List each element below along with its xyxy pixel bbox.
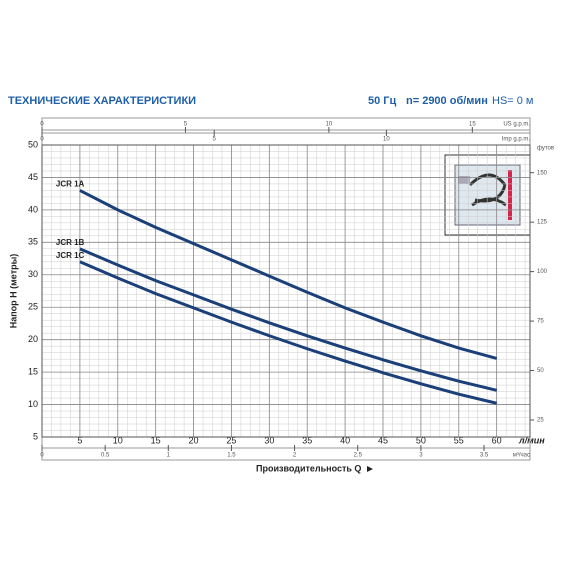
y-tick-label: 30 [28,269,38,279]
arrow [367,466,373,472]
tick-label: 10 [383,137,390,143]
y-tick-label: 5 [33,431,38,441]
tick-label: 3 [419,453,423,459]
x-tick-label: 45 [378,435,388,445]
x-tick-label: 15 [151,435,161,445]
x-tick-label: 25 [226,435,236,445]
condition: 50 Гц [368,95,397,107]
y-tick-label: 25 [28,302,38,312]
y-tick-label: 45 [28,172,38,182]
x-axis-title: Производительность Q [256,463,361,473]
y2-tick-label: 75 [537,319,544,325]
tick-label: 0.5 [101,453,110,459]
x-tick-label: 30 [264,435,274,445]
x-tick-label: 55 [454,435,464,445]
y-tick-label: 40 [28,204,38,214]
tick-label: 0 [40,122,44,128]
tick-label: 2 [293,453,297,459]
series-label: JCR 1C [56,251,85,260]
x-tick-label: 50 [416,435,426,445]
x-tick-label: 10 [113,435,123,445]
x-tick-label: 40 [340,435,350,445]
chart-title: ТЕХНИЧЕСКИЕ ХАРАКТЕРИСТИКИ [8,95,196,107]
x-tick-label: 60 [492,435,502,445]
tick-label: 3.5 [480,453,489,459]
tick-label: 5 [184,122,188,128]
tick-label: 1 [167,453,171,459]
y2-tick-label: 150 [537,170,548,176]
y-axis-title: Напор H (метры) [8,254,18,329]
y2-tick-label: 125 [537,220,548,226]
series-label: JCR 1A [56,180,85,189]
y2-tick-label: 50 [537,368,544,374]
x-tick-label: 35 [302,435,312,445]
axis-label: US g.p.m. [503,122,530,128]
tick-label: 0 [40,137,44,143]
axis-label: Imp g.p.m. [502,137,531,143]
condition: HS= 0 м [492,95,534,107]
x-tick-label: 20 [189,435,199,445]
y-tick-label: 10 [28,399,38,409]
tick-label: 5 [213,137,217,143]
y2-tick-label: 25 [537,418,544,424]
y-tick-label: 20 [28,334,38,344]
y-tick-label: 15 [28,366,38,376]
plot-frame [41,144,531,438]
tick-label: 2.5 [354,453,363,459]
tick-label: 0 [40,453,44,459]
top-scale-frame [41,117,531,146]
curve [79,260,498,405]
y2-axis-title: футов [537,146,554,152]
curve [79,189,498,360]
axis-label: м³/час [513,453,530,459]
y-tick-label: 50 [28,139,38,149]
y2-tick-label: 100 [537,269,548,275]
y-tick-label: 35 [28,237,38,247]
x-unit: л/мин [518,435,545,445]
x-tick-label: 5 [77,435,82,445]
tick-label: 15 [469,122,476,128]
series-label: JCR 1B [56,238,85,247]
tick-label: 10 [326,122,333,128]
tick-label: 1.5 [227,453,236,459]
curve [79,247,498,392]
condition: n= 2900 об/мин [406,95,488,107]
